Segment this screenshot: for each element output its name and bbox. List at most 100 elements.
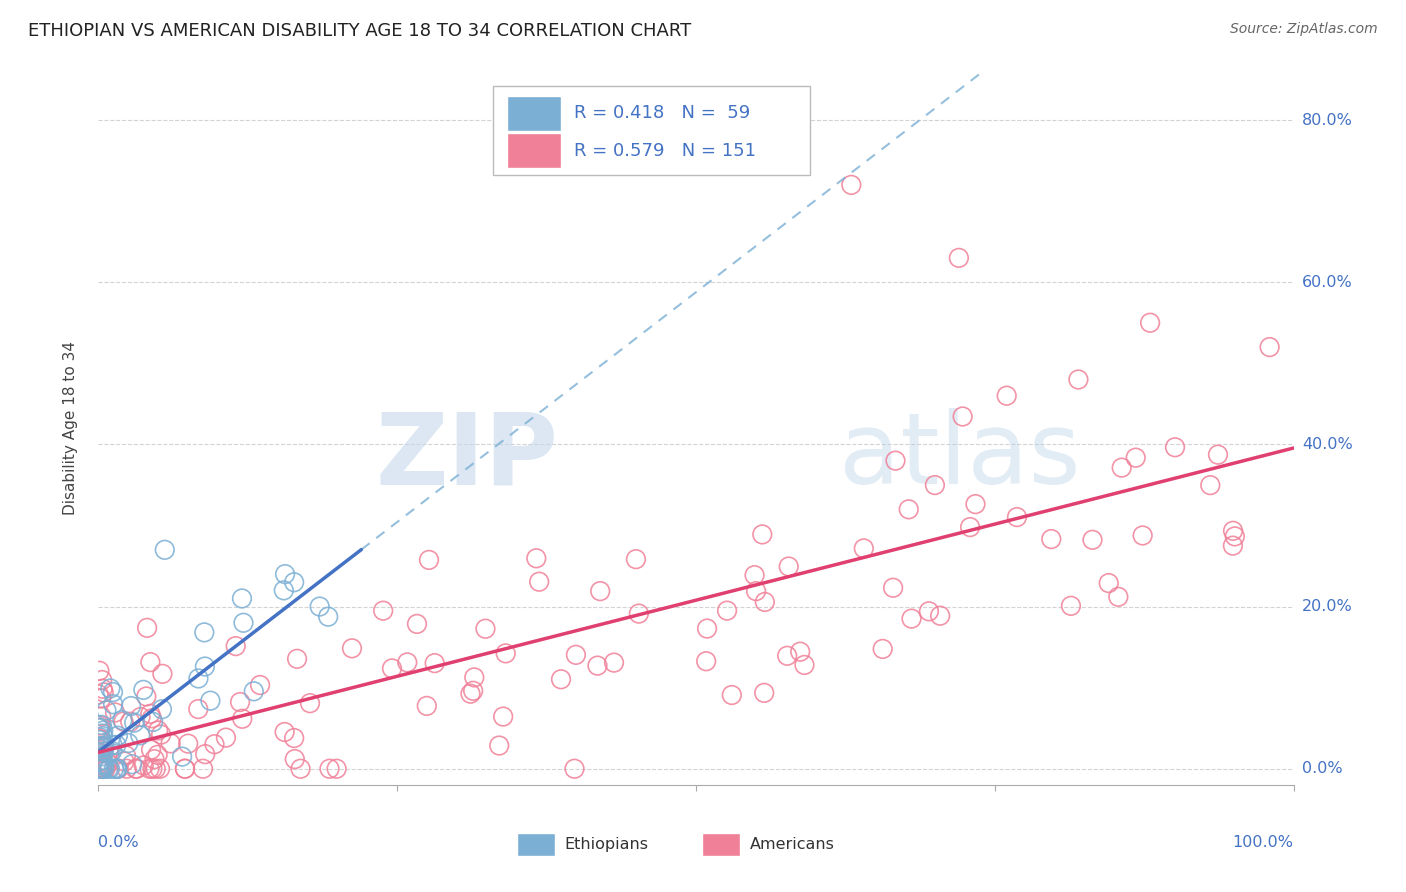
Point	[900, 612, 922, 626]
Point	[174, 762, 197, 776]
FancyBboxPatch shape	[508, 134, 561, 168]
Point	[191, 762, 214, 776]
Point	[149, 762, 172, 776]
Point	[97, 762, 120, 776]
Point	[91, 723, 114, 738]
Point	[141, 711, 163, 725]
Point	[93, 741, 115, 756]
Point	[115, 762, 138, 776]
Point	[122, 715, 145, 730]
Point	[852, 541, 875, 556]
Point	[283, 575, 305, 590]
Point	[565, 648, 588, 662]
Point	[91, 749, 114, 764]
Point	[918, 604, 941, 618]
Point	[172, 749, 194, 764]
Point	[418, 553, 440, 567]
Point	[124, 762, 146, 776]
Point	[423, 656, 446, 670]
Point	[91, 681, 114, 696]
Point	[460, 687, 482, 701]
Point	[463, 683, 485, 698]
Text: ZIP: ZIP	[375, 409, 558, 505]
Point	[527, 574, 550, 589]
Point	[396, 656, 419, 670]
Point	[751, 527, 773, 541]
FancyBboxPatch shape	[508, 96, 561, 130]
Point	[897, 502, 920, 516]
Point	[107, 729, 129, 743]
Point	[340, 641, 363, 656]
Point	[93, 685, 115, 699]
Point	[284, 752, 307, 766]
Point	[1067, 372, 1090, 386]
Point	[90, 762, 112, 776]
Point	[316, 609, 339, 624]
Point	[90, 691, 112, 706]
Point	[89, 721, 111, 735]
Point	[90, 709, 112, 723]
Text: 60.0%: 60.0%	[1302, 275, 1353, 290]
Point	[93, 757, 115, 772]
Point	[101, 744, 124, 758]
Point	[135, 690, 157, 704]
Point	[229, 695, 252, 709]
Point	[882, 581, 904, 595]
Point	[89, 731, 111, 746]
Point	[273, 725, 295, 739]
Point	[1040, 532, 1063, 546]
Point	[91, 726, 114, 740]
Point	[872, 641, 894, 656]
Point	[274, 567, 297, 582]
Point	[87, 721, 110, 735]
Point	[308, 599, 330, 614]
Point	[104, 706, 127, 720]
Point	[148, 723, 170, 738]
Text: 0.0%: 0.0%	[98, 835, 139, 850]
Point	[93, 759, 115, 773]
Point	[283, 731, 305, 745]
Point	[94, 762, 117, 776]
Point	[231, 591, 253, 606]
Text: 20.0%: 20.0%	[1302, 599, 1353, 614]
Point	[232, 615, 254, 630]
Point	[120, 714, 142, 729]
Point	[93, 740, 115, 755]
Point	[136, 621, 159, 635]
Point	[524, 551, 547, 566]
Point	[624, 552, 647, 566]
Point	[1005, 510, 1028, 524]
Point	[91, 762, 114, 776]
Point	[91, 762, 114, 776]
Point	[91, 762, 114, 776]
Point	[96, 703, 118, 717]
Point	[1125, 450, 1147, 465]
Point	[90, 718, 112, 732]
Point	[273, 583, 295, 598]
Point	[564, 762, 586, 776]
Point	[146, 747, 169, 762]
Text: 40.0%: 40.0%	[1302, 437, 1353, 452]
Point	[754, 595, 776, 609]
Point	[298, 696, 321, 710]
Point	[145, 762, 167, 776]
Point	[91, 762, 114, 776]
FancyBboxPatch shape	[517, 833, 555, 856]
Point	[90, 747, 112, 761]
Point	[793, 657, 815, 672]
Point	[98, 762, 121, 776]
Point	[589, 584, 612, 599]
Text: R = 0.579   N = 151: R = 0.579 N = 151	[574, 142, 756, 160]
Point	[200, 694, 222, 708]
Point	[89, 718, 111, 732]
Point	[91, 762, 114, 776]
Point	[474, 622, 496, 636]
Point	[492, 709, 515, 723]
Point	[841, 178, 863, 192]
Point	[695, 654, 717, 668]
Point	[91, 759, 114, 773]
Point	[125, 762, 148, 776]
Point	[143, 752, 166, 766]
Point	[696, 622, 718, 636]
Point	[1132, 528, 1154, 542]
